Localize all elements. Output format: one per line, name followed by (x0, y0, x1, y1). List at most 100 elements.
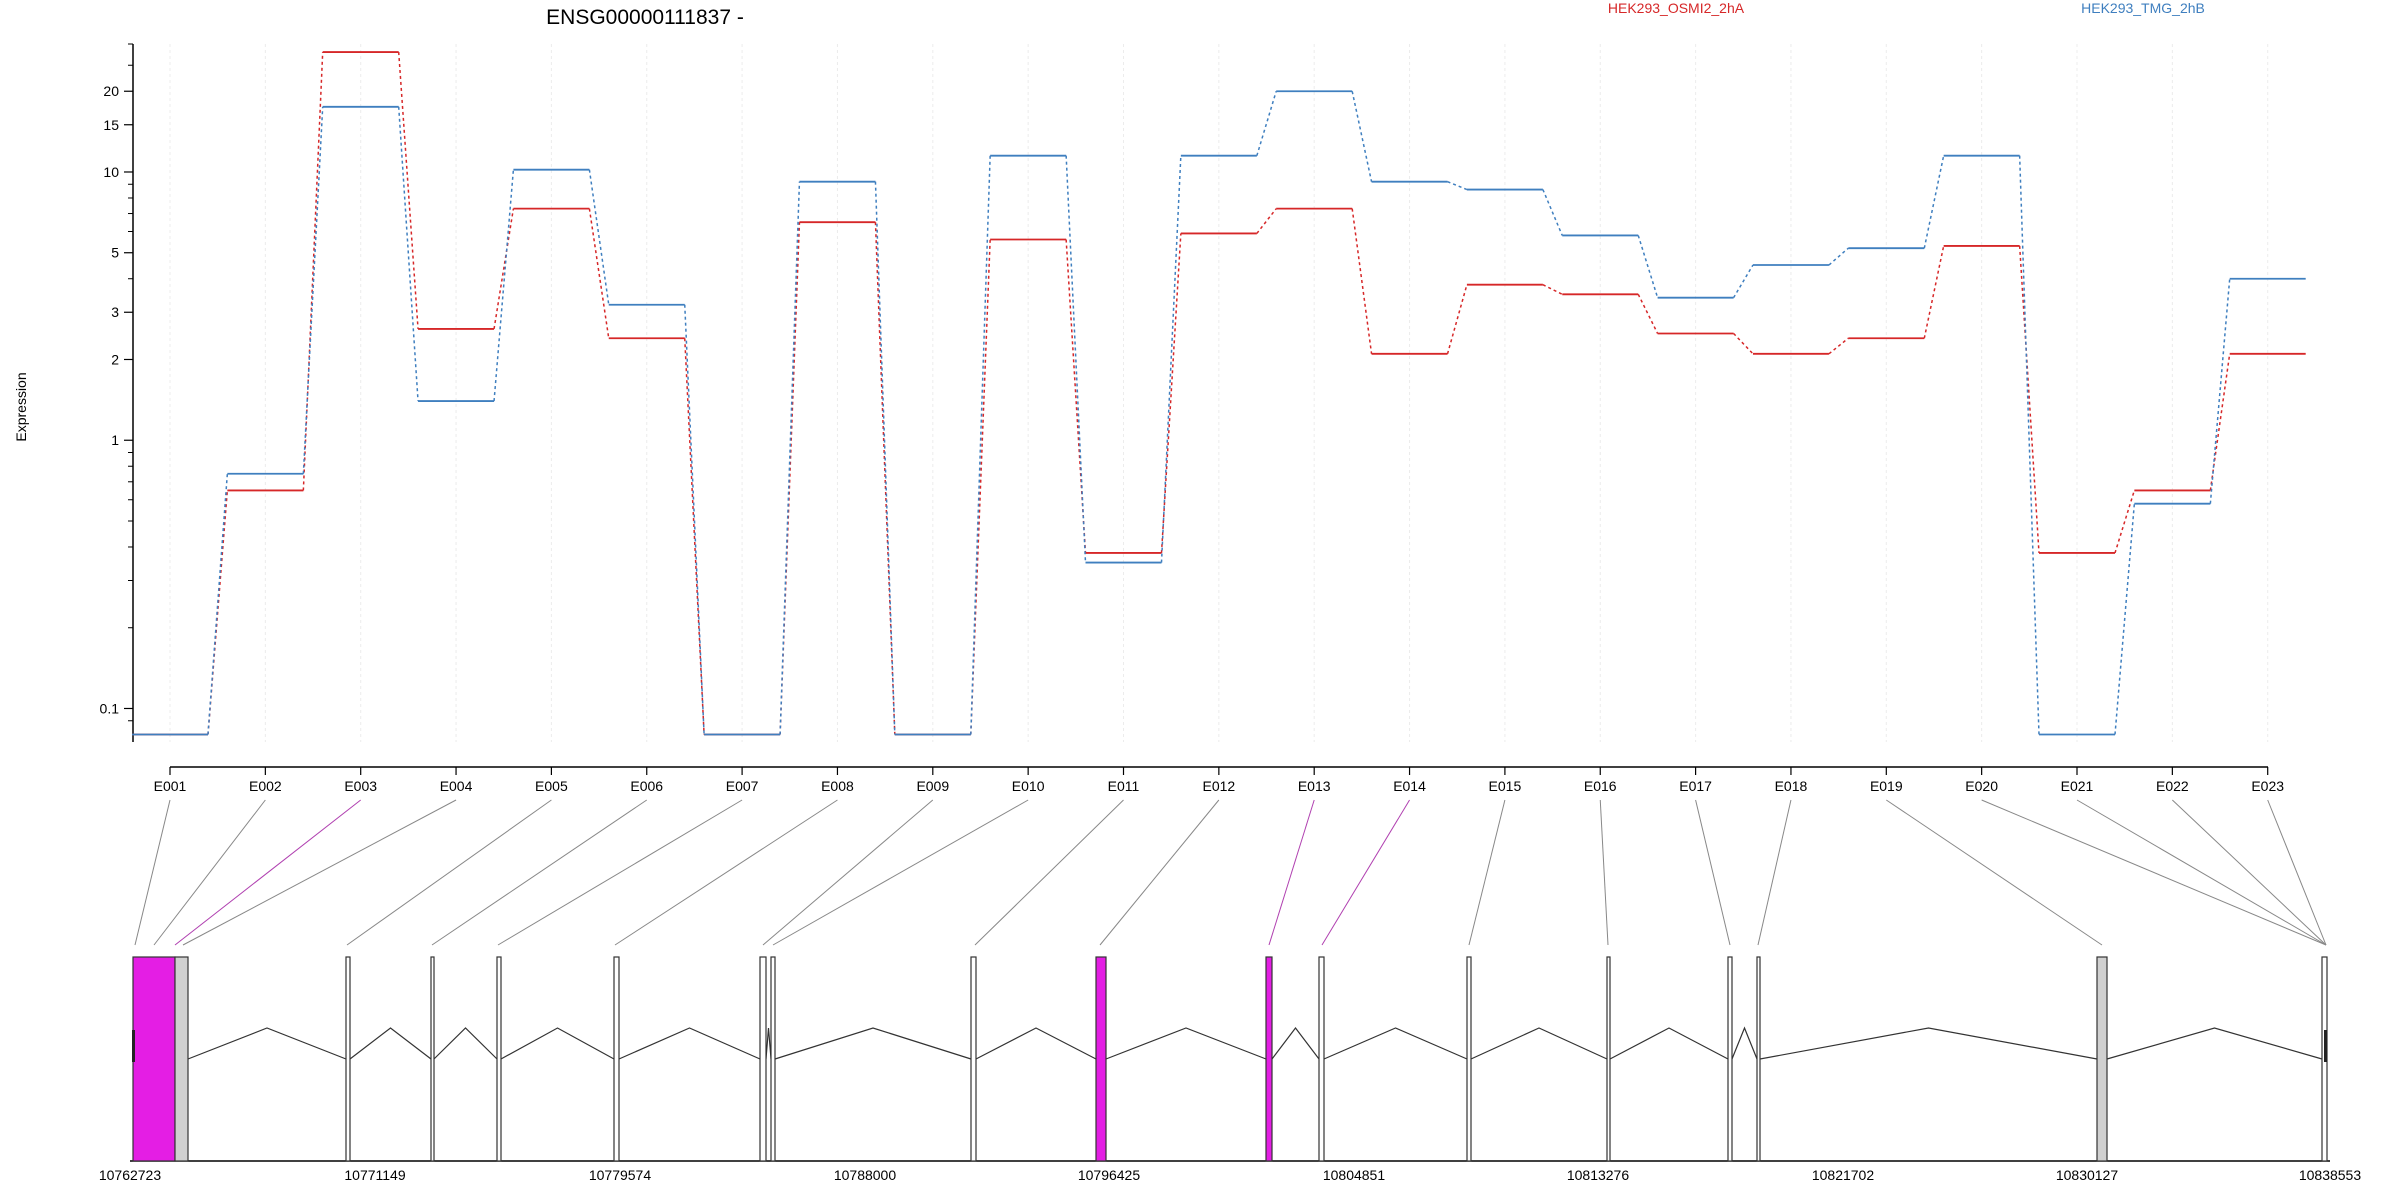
x-tick-label: E006 (630, 778, 663, 794)
y-tick-label: 20 (103, 83, 119, 99)
intron-line (2106, 1027, 2323, 1060)
exon-connector-line (1886, 799, 2103, 946)
exon-connector-line (1321, 799, 1410, 946)
genomic-coordinate-label: 10796425 (1078, 1167, 1141, 1183)
genomic-coordinate-label: 10813276 (1567, 1167, 1630, 1183)
x-tick-label: E003 (344, 778, 377, 794)
intron-line (349, 1027, 432, 1060)
exon-box (1095, 956, 1107, 1162)
exon-connector-line (762, 799, 934, 946)
exon-connector-line (1099, 799, 1220, 946)
y-tick-label: 5 (111, 245, 119, 261)
exon-box (970, 956, 977, 1162)
exon-box (1265, 956, 1273, 1162)
genomic-coordinate-label: 10804851 (1323, 1167, 1386, 1183)
exon-box (1318, 956, 1325, 1162)
intron-line (975, 1027, 1097, 1060)
y-tick-label: 3 (111, 304, 119, 320)
exon-box (1466, 956, 1472, 1162)
x-tick-label: E007 (726, 778, 759, 794)
exon-connector-line (1757, 799, 1792, 946)
intron-line (1271, 1027, 1320, 1060)
y-tick-label: 1 (111, 432, 119, 448)
genomic-coordinate-label: 10788000 (834, 1167, 897, 1183)
genomic-coordinate-label: 10830127 (2056, 1167, 2119, 1183)
intron-line (1759, 1027, 2098, 1060)
exon-connector-line (614, 799, 838, 946)
exon-connector-line (1599, 799, 1609, 946)
genomic-coordinate-label: 10821702 (1812, 1167, 1875, 1183)
x-tick-label: E016 (1584, 778, 1617, 794)
exon-connector-line (1981, 799, 2327, 946)
intron-line (433, 1027, 498, 1060)
y-tick-label: 10 (103, 164, 119, 180)
x-tick-label: E023 (2251, 778, 2284, 794)
x-tick-label: E017 (1679, 778, 1712, 794)
exon-connector-line (2076, 799, 2327, 946)
exon-box (2096, 956, 2108, 1162)
exon-connector-line (174, 799, 362, 946)
x-tick-label: E014 (1393, 778, 1426, 794)
genomic-coordinate-label: 10838553 (2299, 1167, 2362, 1183)
exon-box (1756, 956, 1761, 1162)
exon-connector-line (2267, 799, 2327, 946)
genomic-coordinate-label: 10762723 (99, 1167, 162, 1183)
exon-connector-line (772, 799, 1029, 946)
x-tick-label: E011 (1108, 778, 1140, 794)
intron-line (1470, 1027, 1608, 1060)
exon-connector-line (974, 799, 1124, 946)
y-tick-label: 0.1 (100, 700, 120, 716)
exon-connector-line (153, 799, 266, 946)
x-tick-label: E022 (2156, 778, 2189, 794)
intron-line (765, 1027, 772, 1060)
x-tick-label: E005 (535, 778, 568, 794)
series-lines (132, 51, 2306, 736)
gene-model: 10762723 10771149 10779574 10788000 10796425… (99, 956, 2362, 1183)
exon-connector-line (1695, 799, 1731, 946)
y-tick-label: 15 (103, 117, 119, 133)
genomic-coordinate-label: 10771149 (344, 1167, 405, 1183)
exon-box (613, 956, 620, 1162)
axes: 0.1 1 2 3 5 10 15 20 E001 E002 E003 E004 E005 E006 E00… (100, 43, 2284, 794)
genomic-coordinate-label: 10779574 (589, 1167, 652, 1183)
intron-line (774, 1027, 972, 1060)
x-tick-label: E021 (2061, 778, 2094, 794)
chart-title: ENSG00000111837 - (546, 6, 744, 29)
exon-connectors (134, 799, 2327, 946)
x-tick-label: E019 (1870, 778, 1903, 794)
intron-line (1323, 1027, 1468, 1060)
x-tick-label: E008 (821, 778, 854, 794)
x-tick-label: E001 (154, 778, 187, 794)
legend-series-b: HEK293_TMG_2hB (2081, 0, 2205, 16)
x-tick-label: E013 (1298, 778, 1331, 794)
y-axis-label: Expression (13, 372, 29, 441)
exon-box (759, 956, 767, 1162)
exon-box-marker (132, 1030, 135, 1062)
intron-line (618, 1027, 761, 1060)
exon-box (345, 956, 351, 1162)
x-tick-label: E015 (1489, 778, 1522, 794)
exon-connector-line (1268, 799, 1315, 946)
intron-line (1609, 1027, 1729, 1060)
exon-box (174, 956, 189, 1162)
y-tick-label: 2 (111, 351, 119, 367)
exon-box-marker (2324, 1030, 2327, 1062)
x-tick-label: E018 (1775, 778, 1808, 794)
exon-connector-line (182, 799, 457, 946)
exon-connector-line (2172, 799, 2327, 946)
intron-line (1105, 1027, 1267, 1060)
x-tick-label: E004 (440, 778, 473, 794)
exon-box (496, 956, 502, 1162)
exon-box (430, 956, 435, 1162)
exon-box (1727, 956, 1733, 1162)
exon-box (770, 956, 776, 1162)
x-tick-label: E009 (916, 778, 949, 794)
exon-box (1606, 956, 1611, 1162)
grid-lines (169, 44, 2269, 742)
x-tick-label: E010 (1012, 778, 1045, 794)
intron-line (1731, 1026, 1758, 1060)
intron-line (500, 1027, 615, 1060)
exon-box (132, 956, 176, 1162)
exon-connector-line (431, 799, 648, 946)
